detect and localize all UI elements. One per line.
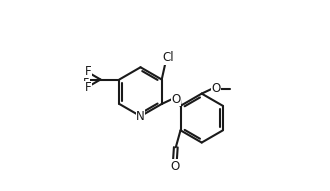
Text: O: O [170, 160, 180, 173]
Text: O: O [171, 93, 181, 106]
Text: O: O [211, 82, 220, 96]
Text: F: F [82, 73, 89, 86]
Text: Cl: Cl [162, 51, 174, 64]
Text: F: F [84, 65, 91, 78]
Text: N: N [136, 110, 145, 123]
Text: F: F [84, 82, 91, 95]
